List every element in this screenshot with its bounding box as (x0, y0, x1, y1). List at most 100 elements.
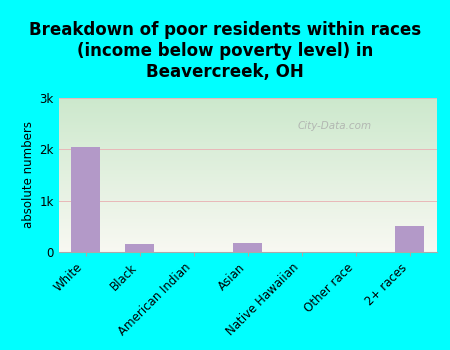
Bar (58, 159, 436, 160)
Bar (58, 195, 436, 196)
Bar (58, 137, 436, 138)
Bar (58, 184, 436, 185)
Bar (58, 234, 436, 236)
Bar (58, 153, 436, 154)
Bar (58, 100, 436, 101)
Bar (58, 128, 436, 129)
Bar (58, 240, 436, 241)
Bar (58, 176, 436, 177)
Bar (58, 219, 436, 220)
Bar (58, 250, 436, 251)
Bar (58, 230, 436, 231)
Bar (58, 179, 436, 180)
Bar (58, 165, 436, 166)
Bar (58, 242, 436, 243)
Bar (58, 238, 436, 239)
Bar (58, 110, 436, 111)
Bar (58, 183, 436, 184)
Text: Breakdown of poor residents within races
(income below poverty level) in
Beaverc: Breakdown of poor residents within races… (29, 21, 421, 80)
Bar (58, 166, 436, 167)
Bar (58, 168, 436, 169)
Bar (58, 148, 436, 149)
Bar (58, 224, 436, 225)
Bar (58, 206, 436, 207)
Bar (58, 223, 436, 224)
Bar (58, 149, 436, 150)
Bar (58, 222, 436, 223)
Bar (58, 198, 436, 200)
Bar (58, 181, 436, 182)
Bar (58, 237, 436, 238)
Bar (58, 244, 436, 245)
Bar (71, 147, 100, 252)
Bar (58, 182, 436, 183)
Bar (58, 145, 436, 146)
Bar (58, 188, 436, 189)
Bar (58, 180, 436, 181)
Bar (58, 129, 436, 130)
Bar (58, 136, 436, 137)
Bar (58, 178, 436, 179)
Bar (58, 106, 436, 107)
Bar (58, 236, 436, 237)
Bar (58, 202, 436, 203)
Bar (58, 217, 436, 218)
Bar (58, 177, 436, 178)
Bar (58, 152, 436, 153)
Bar (58, 163, 436, 164)
Bar (58, 172, 436, 173)
Bar (58, 189, 436, 190)
Bar (58, 103, 436, 104)
Bar (58, 105, 436, 106)
Bar (58, 174, 436, 175)
Bar (58, 167, 436, 168)
Bar (58, 207, 436, 208)
Bar (58, 247, 436, 248)
Bar (58, 203, 436, 204)
Bar (58, 228, 436, 229)
Bar (58, 156, 436, 158)
Bar (58, 241, 436, 242)
Text: City-Data.com: City-Data.com (297, 121, 372, 131)
Bar (58, 162, 436, 163)
Bar (58, 191, 436, 193)
Bar (233, 243, 262, 252)
Bar (58, 196, 436, 197)
Bar (58, 158, 436, 159)
Bar (58, 125, 436, 126)
Bar (58, 109, 436, 110)
Bar (58, 139, 436, 140)
Bar (58, 155, 436, 156)
Bar (58, 231, 436, 232)
Bar (58, 243, 436, 244)
Bar (58, 226, 436, 228)
Bar (58, 161, 436, 162)
Bar (58, 185, 436, 186)
Bar (58, 229, 436, 230)
Bar (58, 118, 436, 119)
Bar (58, 138, 436, 139)
Bar (58, 245, 436, 246)
Bar (58, 130, 436, 131)
Bar (58, 134, 436, 135)
Bar (58, 164, 436, 165)
Bar (58, 111, 436, 112)
Bar (58, 140, 436, 141)
Bar (58, 150, 436, 152)
Bar (58, 216, 436, 217)
Bar (58, 107, 436, 108)
Bar (58, 154, 436, 155)
Bar (58, 214, 436, 215)
Bar (58, 135, 436, 136)
Bar (58, 147, 436, 148)
Bar (58, 113, 436, 114)
Bar (58, 99, 436, 100)
Bar (58, 170, 436, 171)
Bar (58, 208, 436, 209)
Bar (58, 201, 436, 202)
Bar (58, 112, 436, 113)
Bar (58, 126, 436, 127)
Bar (58, 239, 436, 240)
Bar (58, 194, 436, 195)
Bar (58, 124, 436, 125)
